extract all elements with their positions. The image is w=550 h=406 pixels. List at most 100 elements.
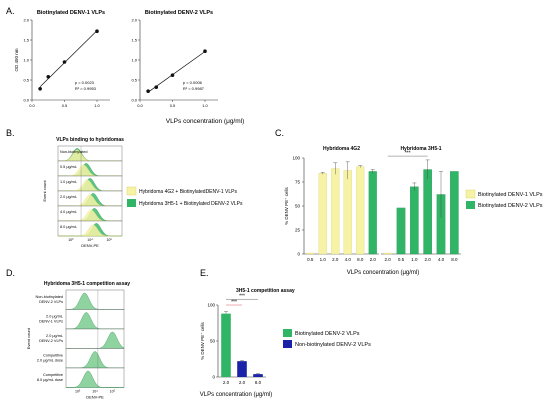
regression-line <box>147 51 206 93</box>
scatter-denv1: Biotinylated DENV-1 VLPs 0.0 0.5 1.0 1.5 2.0 0… <box>14 10 110 108</box>
data-point <box>146 89 150 93</box>
bar <box>343 170 352 255</box>
y-axis-label: % DENV PE⁺ cells <box>284 186 289 224</box>
panel-a-xlabel: VLPs concentration (μg/ml) <box>166 118 245 125</box>
y-tick-label: 1.0 <box>23 58 29 63</box>
row-label-2: DENV-1 VLPs <box>39 320 63 324</box>
row-label-1: 2.0 μg/mL <box>46 334 63 338</box>
row-frame <box>65 289 125 310</box>
legend-c: Biotinylated DENV-1 VLPs Biotinylated DEN… <box>465 189 543 209</box>
subpanel-title: Hybridoma 4G2 <box>323 146 360 152</box>
bar-chart-hybridomas: 0 25 50 75 100 % DENV PE⁺ cells Hybridoma 4G2 0… <box>284 146 461 276</box>
legend-label: Hybridoma 3H5-1 + Biotinylated DENV-2 VL… <box>139 201 243 207</box>
scatter-denv2: Biotinylated DENV-2 VLPs 0.0 0.5 1.0 1.5 2.0 0… <box>131 10 218 108</box>
x-tick-label: 0.5 <box>398 257 405 262</box>
y-tick-label: 1.0 <box>131 58 137 63</box>
histogram-row: 4.0 μg/mL <box>57 205 123 222</box>
y-tick-label: 50 <box>295 204 301 209</box>
x-tick-label: 4.0 <box>345 257 352 262</box>
x-tick-label: 0.5 <box>170 103 176 108</box>
histogram-row: 0.5 μg/mL <box>57 160 123 177</box>
significance-label: *** <box>239 294 245 300</box>
row-label: 2.0 μg/mL <box>60 195 77 199</box>
data-point <box>46 75 51 79</box>
data-point <box>62 60 67 64</box>
row-label: 4.0 μg/mL <box>60 210 77 214</box>
x-tick-label: 2.0 <box>239 380 246 385</box>
panel-e: E. 3H5-1 competition assay 0 50 100 % DENV P… <box>200 268 371 398</box>
x-tick-label: 1.0 <box>94 103 100 108</box>
y-tick-label: 2.0 <box>23 18 29 23</box>
row-label: 1.0 μg/mL <box>60 180 77 184</box>
x-axis-label: VLPs concentration (μg/ml) <box>200 392 273 398</box>
panel-c: C. 0 25 50 75 100 % DENV PE⁺ cells Hybridoma 4… <box>275 128 543 276</box>
x-axis-label: DENV-PE <box>81 243 99 248</box>
x-tick-label: 0.5 <box>62 103 68 108</box>
histogram-row: Non-biotinylated <box>57 145 123 162</box>
panel-a: A. Biotinylated DENV-1 VLPs 0.0 0.5 1.0 1.5 2… <box>6 6 244 125</box>
legend-swatch-green <box>283 329 292 337</box>
y-tick-label: 100 <box>207 303 215 308</box>
x-tick-label: 0.0 <box>29 103 35 108</box>
bar <box>221 313 231 377</box>
legend-label: Biotinylated DENV-2 VLPs <box>295 331 360 337</box>
panel-letter-c: C. <box>275 128 284 138</box>
x-tick-label: 10⁴ <box>87 238 93 242</box>
chart-title: Biotinylated DENV-2 VLPs <box>145 10 213 16</box>
bar <box>237 361 247 377</box>
x-tick-label: 2.0 <box>425 257 432 262</box>
x-tick-label: 8.0 <box>357 257 364 262</box>
y-axis-label: % DENV PE⁺ cells <box>200 321 205 359</box>
row-label-1: Competitive <box>43 354 63 358</box>
histogram-row: 8.0 μg/mL <box>57 220 123 237</box>
x-tick-label: 10⁵ <box>110 390 116 394</box>
y-axis-label: OD 450 nm <box>14 48 19 71</box>
panel-letter-b: B. <box>6 128 15 138</box>
y-tick-label: 0 <box>297 252 300 257</box>
y-tick-label: 2.0 <box>131 18 137 23</box>
legend-label: Non-biotinylated DENV-2 VLPs <box>295 342 371 348</box>
x-tick-label: 8.0 <box>451 257 458 262</box>
y-tick-label: 75 <box>295 180 301 185</box>
stat-r2: R² = 0.9987 <box>183 86 205 91</box>
x-tick-label: 1.0 <box>411 257 418 262</box>
stat-p: p = 0.0006 <box>183 80 203 85</box>
legend-b: Hybridoma 4G2 + BiotinylatedDENV-1 VLPs H… <box>126 186 243 207</box>
bar <box>383 252 392 255</box>
y-tick-label: 25 <box>295 228 301 233</box>
legend-label: Biotinylated DENV-2 VLPs <box>478 203 543 209</box>
x-tick-label: 2.0 <box>370 257 377 262</box>
x-tick-label: 0.0 <box>137 103 143 108</box>
x-tick-label: 10⁴ <box>92 390 98 394</box>
bar-chart-competition: 3H5-1 competition assay 0 50 100 % DENV PE⁺ … <box>200 288 295 398</box>
bar-subpanel: Hybridoma 4G2 0.5 1.0 2.0 4.0 8.0 2.0 <box>304 146 379 262</box>
x-tick-label: 8.0 <box>255 380 262 385</box>
row-label-2: 2.0 μg/mL dose <box>37 359 63 363</box>
bar <box>410 186 419 255</box>
row-label-2: DENV-2 VLPs <box>39 300 63 304</box>
y-tick-label: 50 <box>210 339 216 344</box>
chart-title: Biotinylated DENV-1 VLPs <box>37 10 105 16</box>
stat-p: p = 0.0023 <box>75 80 95 85</box>
bar <box>318 173 327 255</box>
row-label-1: Non-biotinylated <box>36 295 63 299</box>
row-label-2: 8.0 μg/mL dose <box>37 378 63 382</box>
bar <box>368 171 377 255</box>
y-tick-label: 100 <box>292 156 300 161</box>
y-tick-label: 0.5 <box>131 78 137 83</box>
y-tick-label: 0.0 <box>23 98 29 103</box>
x-tick-label: 4.0 <box>438 257 445 262</box>
x-tick-label: 2.0 <box>332 257 339 262</box>
chart-title: VLPs binding to hybridomas <box>56 137 124 143</box>
significance-label: *** <box>231 300 237 306</box>
panel-d: D. Hybridoma 3H5-1 competition assay Non-… <box>6 268 130 400</box>
bar <box>306 252 315 255</box>
y-axis-label: Event count <box>26 327 31 349</box>
y-axis-label: Event count <box>42 180 47 202</box>
chart-title: 3H5-1 competition assay <box>236 288 295 294</box>
significance-label: *** <box>405 151 411 157</box>
